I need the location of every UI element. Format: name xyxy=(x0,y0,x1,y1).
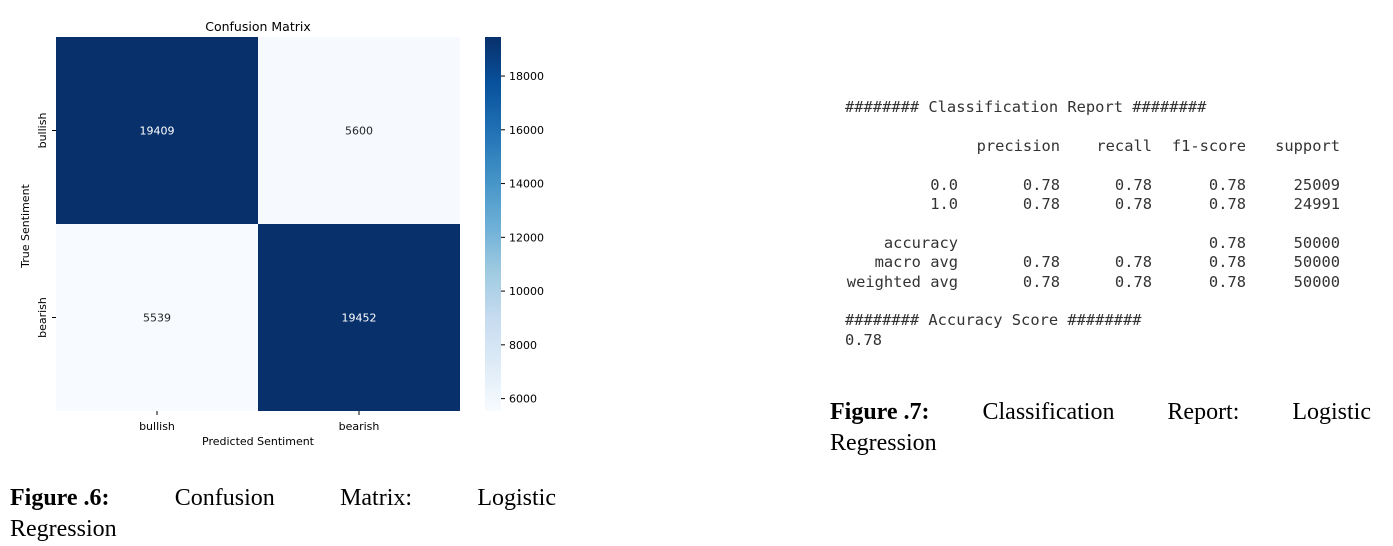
report-cell: 0.78 xyxy=(1022,175,1060,194)
report-header: ######## Classification Report ######## xyxy=(845,98,1207,116)
colorbar-tick-label: 16000 xyxy=(509,124,544,137)
caption-word: Logistic xyxy=(1292,399,1371,425)
caption-line-2: Regression xyxy=(10,516,117,542)
blank-line xyxy=(845,214,1340,233)
blank-line xyxy=(845,292,1340,311)
accuracy-value: 0.78 xyxy=(845,330,883,349)
report-column-header: recall xyxy=(1096,136,1152,155)
caption-label: Figure .7: xyxy=(830,399,930,425)
colorbar-tick-label: 18000 xyxy=(509,70,544,83)
colorbar-ticks: 6000 8000 10000 12000 14000 16000 18000 xyxy=(501,70,544,406)
x-axis-label: Predicted Sentiment xyxy=(202,435,315,448)
report-cell: 0.78 xyxy=(1114,194,1152,213)
heatmap-cell xyxy=(56,37,258,224)
report-row: 0.0 0.78 0.78 0.78 25009 xyxy=(845,176,1340,195)
blank-line xyxy=(845,117,1340,136)
report-cell: 0.78 xyxy=(1114,272,1152,291)
report-row: 1.0 0.78 0.78 0.78 24991 xyxy=(845,195,1340,214)
x-tick-label: bearish xyxy=(339,420,380,433)
classification-report: ######## Classification Report ######## p… xyxy=(845,98,1340,350)
caption-word: Logistic xyxy=(477,485,556,511)
report-cell: 0.78 xyxy=(1114,253,1152,272)
figure-7-caption: Figure .7: Classification Report: Logist… xyxy=(830,397,1371,459)
report-row-label: accuracy xyxy=(883,233,958,252)
heatmap-cell xyxy=(56,224,258,411)
report-row-label: 0.0 xyxy=(930,175,958,194)
report-cell: 24991 xyxy=(1293,194,1340,213)
report-column-headers: precision recall f1-score support xyxy=(845,137,1340,156)
report-cell: 0.78 xyxy=(1114,175,1152,194)
report-row-label: weighted avg xyxy=(846,272,958,291)
heatmap-cell xyxy=(258,37,460,224)
report-column-header: f1-score xyxy=(1171,136,1246,155)
report-cell: 0.78 xyxy=(1022,194,1060,213)
report-row-label: 1.0 xyxy=(930,194,958,213)
report-cell: 0.78 xyxy=(1208,253,1246,272)
y-tick-labels: bullish bearish xyxy=(36,113,56,338)
report-cell: 25009 xyxy=(1293,175,1340,194)
report-cell: 0.78 xyxy=(1208,175,1246,194)
cell-value-label: 5539 xyxy=(143,312,171,325)
heatmap-cells: 19409 5600 5539 19452 xyxy=(56,37,460,411)
report-cell: 0.78 xyxy=(1022,253,1060,272)
x-tick-label: bullish xyxy=(139,420,175,433)
heatmap-cell xyxy=(258,224,460,411)
cell-value-label: 5600 xyxy=(345,125,373,138)
report-cell: 50000 xyxy=(1293,272,1340,291)
report-column-header: support xyxy=(1275,136,1340,155)
report-cell: 0.78 xyxy=(1208,233,1246,252)
blank-line xyxy=(845,156,1340,175)
caption-line-2: Regression xyxy=(830,430,937,456)
y-axis-label: True Sentiment xyxy=(19,183,32,268)
colorbar-tick-label: 10000 xyxy=(509,285,544,298)
report-cell: 0.78 xyxy=(1022,272,1060,291)
caption-label: Figure .6: xyxy=(10,485,110,511)
x-tick-labels: bullish bearish xyxy=(139,411,379,433)
y-tick-label: bullish xyxy=(36,113,49,149)
report-row-label: macro avg xyxy=(874,253,958,272)
colorbar-tick-label: 14000 xyxy=(509,178,544,191)
caption-word: Report: xyxy=(1167,399,1240,425)
colorbar xyxy=(485,37,501,411)
y-tick-label: bearish xyxy=(36,297,49,338)
colorbar-tick-label: 6000 xyxy=(509,393,537,406)
caption-word: Classification xyxy=(982,399,1115,425)
report-cell: 0.78 xyxy=(1208,272,1246,291)
colorbar-tick-label: 12000 xyxy=(509,231,544,244)
cell-value-label: 19452 xyxy=(342,312,377,325)
figure-6-caption: Figure .6: Confusion Matrix: Logistic Re… xyxy=(10,483,556,545)
cell-value-label: 19409 xyxy=(140,125,175,138)
report-row: macro avg 0.78 0.78 0.78 50000 xyxy=(845,253,1340,272)
confusion-matrix-figure: Confusion Matrix 19409 5600 5539 19452 bull… xyxy=(19,19,544,448)
report-row: accuracy 0.78 50000 xyxy=(845,234,1340,253)
report-row: weighted avg 0.78 0.78 0.78 50000 xyxy=(845,273,1340,292)
caption-word: Matrix: xyxy=(340,485,413,511)
report-column-header: precision xyxy=(976,136,1060,155)
caption-word: Confusion xyxy=(174,485,275,511)
chart-title: Confusion Matrix xyxy=(205,19,311,34)
report-cell: 50000 xyxy=(1293,253,1340,272)
colorbar-tick-label: 8000 xyxy=(509,339,537,352)
accuracy-header: ######## Accuracy Score ######## xyxy=(845,311,1142,330)
report-cell: 0.78 xyxy=(1208,194,1246,213)
report-cell: 50000 xyxy=(1293,233,1340,252)
